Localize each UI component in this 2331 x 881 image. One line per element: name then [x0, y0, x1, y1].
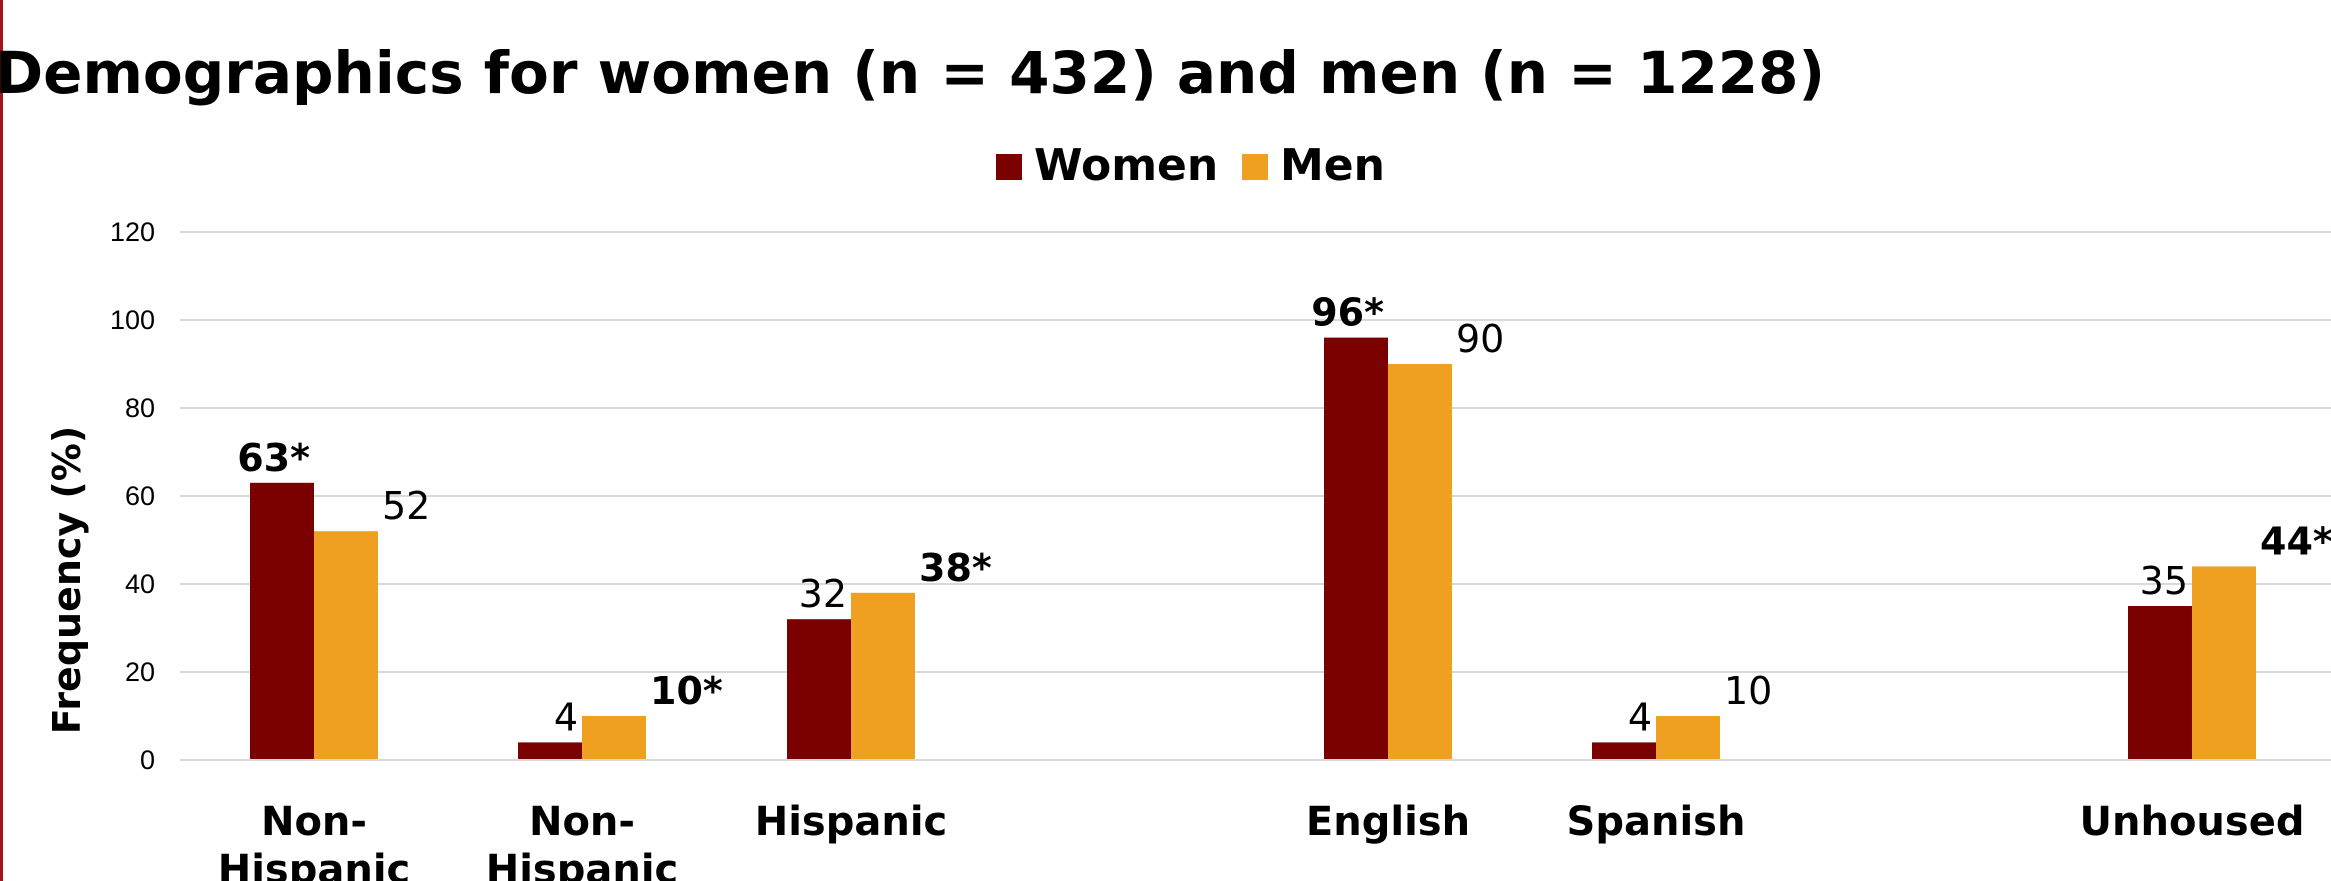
data-label-women: 96* [1311, 291, 1384, 335]
y-tick-label: 80 [125, 393, 155, 423]
y-tick-label: 100 [110, 305, 155, 335]
legend-swatch-men [1242, 154, 1268, 180]
y-tick-label: 20 [125, 657, 155, 687]
gridlines [180, 231, 2331, 761]
x-category-label: Spanish [1567, 799, 1746, 845]
legend-label-women: Women [1034, 140, 1218, 191]
data-label-men: 44* [2260, 519, 2331, 563]
x-category-label: Non-Hispanic [218, 799, 411, 881]
data-label-women: 4 [1628, 695, 1652, 739]
data-labels: 63* 4 32 96* 4 35 52 10* 38* 90 10 44* [237, 291, 2331, 740]
y-axis-ticks: 0 20 40 60 80 100 120 [110, 217, 155, 775]
legend: Women Men [996, 140, 1385, 191]
data-label-men: 90 [1456, 317, 1504, 361]
bar-men [314, 531, 378, 760]
bar-men [2192, 566, 2256, 760]
data-label-men: 10* [650, 669, 723, 713]
data-label-men: 52 [382, 484, 430, 528]
y-axis-label: Frequency (%) [45, 426, 89, 734]
data-label-men: 10 [1724, 669, 1772, 713]
legend-label-men: Men [1280, 140, 1385, 191]
x-category-label: Hispanic [755, 799, 948, 845]
data-label-women: 35 [2140, 559, 2188, 603]
bar-women [1592, 742, 1656, 760]
data-label-women: 32 [799, 572, 847, 616]
x-axis-categories: Non-Hispanic Non-Hispanic Hispanic English S… [180, 759, 2331, 881]
bar-women [1324, 337, 1388, 760]
bar-men [582, 716, 646, 760]
bar-men [1656, 716, 1720, 760]
bar-women [518, 742, 582, 760]
bar-women [787, 619, 851, 760]
legend-swatch-women [996, 154, 1022, 180]
left-border-line [0, 0, 3, 881]
y-tick-label: 40 [125, 569, 155, 599]
y-tick-label: 60 [125, 481, 155, 511]
x-category-label: English [1306, 799, 1470, 845]
data-label-women: 4 [554, 695, 578, 739]
chart-title: Demographics for women (n = 432) and men… [0, 39, 1825, 107]
bar-men [1388, 364, 1452, 760]
data-label-men: 38* [919, 546, 992, 590]
y-tick-label: 120 [110, 217, 155, 247]
x-category-label: Unhoused [2080, 799, 2305, 845]
y-tick-label: 0 [140, 745, 155, 775]
data-label-women: 63* [237, 436, 310, 480]
bar-women [2128, 606, 2192, 760]
bars [250, 337, 2256, 760]
bar-women [250, 482, 314, 760]
bar-men [851, 592, 915, 760]
x-category-label: Non-Hispanic [486, 799, 679, 881]
